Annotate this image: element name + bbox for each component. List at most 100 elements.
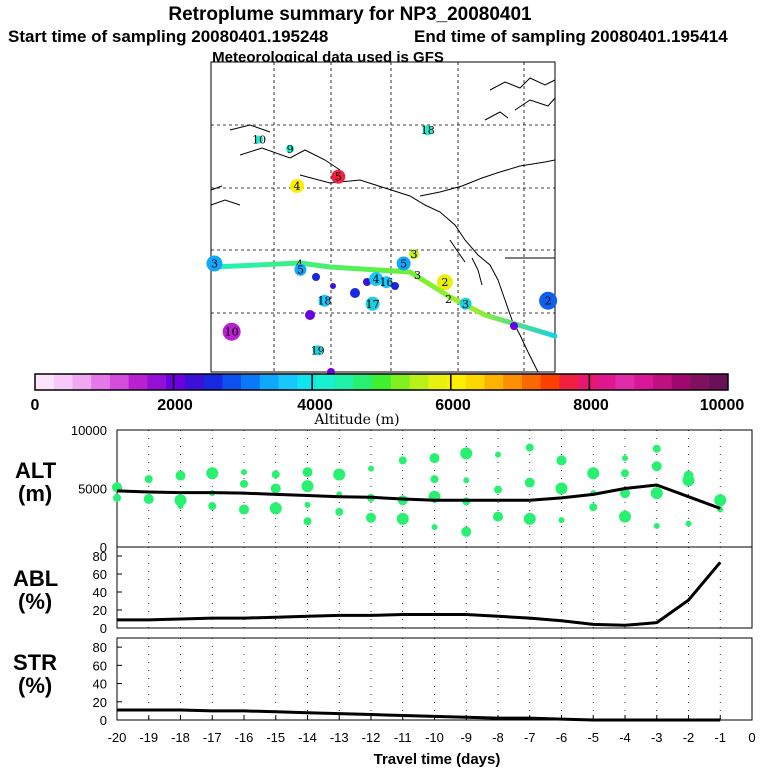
- map-marker-label: 9: [287, 143, 294, 156]
- colorbar-swatch: [259, 374, 279, 390]
- colorbar-swatch: [465, 374, 486, 390]
- colorbar-tick: 4000: [297, 397, 333, 414]
- colorbar-swatch: [484, 374, 504, 390]
- colorbar-swatch: [709, 374, 729, 390]
- colorbar-tick: 8000: [573, 397, 609, 414]
- series-line: [117, 561, 722, 627]
- x-tick-label: -15: [266, 730, 285, 745]
- particle-point: [620, 488, 630, 499]
- str-panel-unit: (%): [18, 673, 52, 698]
- particle-point: [431, 524, 438, 531]
- x-tick-label: -4: [619, 730, 631, 745]
- x-tick-label: -2: [683, 730, 695, 745]
- map-marker: [294, 263, 307, 276]
- end-time-label: End time of sampling 20080401.195414: [414, 27, 728, 46]
- particle-point: [714, 494, 727, 507]
- x-tick-label: -1: [714, 730, 726, 745]
- colorbar-swatch: [203, 374, 223, 390]
- particle-point: [523, 512, 536, 525]
- alt-panel-label: ALT: [15, 458, 57, 483]
- colorbar-swatch: [615, 374, 635, 390]
- colorbar-tick: 6000: [435, 397, 471, 414]
- y-tick-label: 5000: [78, 482, 107, 497]
- particle-point: [144, 475, 153, 484]
- colorbar-swatch: [671, 374, 692, 390]
- colorbar-frame: [34, 373, 729, 391]
- x-tick-label: -5: [587, 730, 599, 745]
- particle-point: [335, 507, 344, 516]
- colorbar-tick: 0: [31, 397, 40, 414]
- particle-point: [555, 482, 568, 495]
- particle-point: [175, 470, 186, 481]
- map-marker-label: 2: [441, 276, 448, 289]
- particle-point: [524, 477, 535, 488]
- particle-point: [174, 494, 187, 507]
- y-tick-label: 0: [100, 713, 107, 728]
- colorbar-swatch: [353, 374, 373, 390]
- x-tick-label: -3: [651, 730, 663, 745]
- abl-panel-label: ABL: [13, 566, 58, 591]
- particle-point: [301, 480, 314, 493]
- colorbar-ticks: 0 2000 4000 6000 8000 10000: [31, 397, 745, 414]
- x-tick-label: -18: [171, 730, 190, 745]
- colorbar-swatch: [128, 374, 148, 390]
- altitude-colorbar: [34, 373, 729, 391]
- colorbar-swatch: [72, 374, 92, 390]
- particle-point: [622, 455, 628, 462]
- x-tick-label: 0: [748, 730, 755, 745]
- start-time-label: Start time of sampling 20080401.195248: [8, 27, 328, 46]
- particle-point: [271, 470, 280, 479]
- particle-point: [682, 474, 695, 487]
- particle-point: [463, 477, 470, 484]
- colorbar-swatch: [559, 374, 579, 390]
- particle-point: [556, 455, 567, 466]
- map-gridlines: [211, 62, 555, 372]
- map-marker-label: 17: [366, 298, 380, 311]
- particle-point: [461, 526, 472, 537]
- map-marker: [318, 294, 331, 307]
- colorbar-swatch: [653, 374, 673, 390]
- colorbar-swatch: [184, 374, 205, 390]
- colorbar-swatch: [278, 374, 298, 390]
- x-tick-label: -20: [108, 730, 127, 745]
- x-tick-label: -16: [235, 730, 254, 745]
- series-line: [117, 708, 721, 722]
- colorbar-swatch: [315, 374, 336, 390]
- map-marker-label: 3: [462, 298, 469, 311]
- y-tick-label: 40: [93, 585, 107, 600]
- x-tick-label: -8: [492, 730, 504, 745]
- x-tick-label: -17: [203, 730, 222, 745]
- y-tick-label: 0: [100, 540, 107, 555]
- track-label: 2: [445, 293, 452, 306]
- particle-point: [208, 502, 217, 511]
- particle-point: [619, 510, 631, 523]
- particle-point: [368, 465, 374, 472]
- colorbar-swatch: [147, 374, 167, 390]
- particle-point: [177, 503, 184, 510]
- map-marker: [365, 296, 380, 311]
- colorbar-swatch: [53, 374, 73, 390]
- particle-point: [430, 475, 439, 484]
- map-marker-label: 10: [252, 134, 266, 147]
- particle-point: [587, 467, 600, 480]
- map-marker: [312, 345, 323, 356]
- y-tick-label: 60: [93, 567, 107, 582]
- map-marker: [222, 322, 241, 341]
- particle-point: [303, 517, 312, 526]
- y-tick-label: 20: [93, 603, 107, 618]
- colorbar-swatch: [503, 374, 523, 390]
- map-marker: [380, 276, 393, 289]
- x-tick-label: -6: [556, 730, 568, 745]
- particle-point: [460, 447, 473, 460]
- particle-point: [685, 520, 692, 527]
- particle-point: [558, 517, 565, 524]
- colorbar-tick: 10000: [700, 397, 745, 414]
- map-marker: [408, 249, 419, 260]
- x-tick-label: -11: [394, 730, 412, 745]
- alt-panel-unit: (m): [18, 481, 52, 506]
- colorbar-swatch: [634, 374, 654, 390]
- colorbar-label: Altitude (m): [313, 412, 399, 428]
- y-tick-label: 10000: [71, 423, 107, 438]
- y-tick-label: 80: [93, 640, 107, 655]
